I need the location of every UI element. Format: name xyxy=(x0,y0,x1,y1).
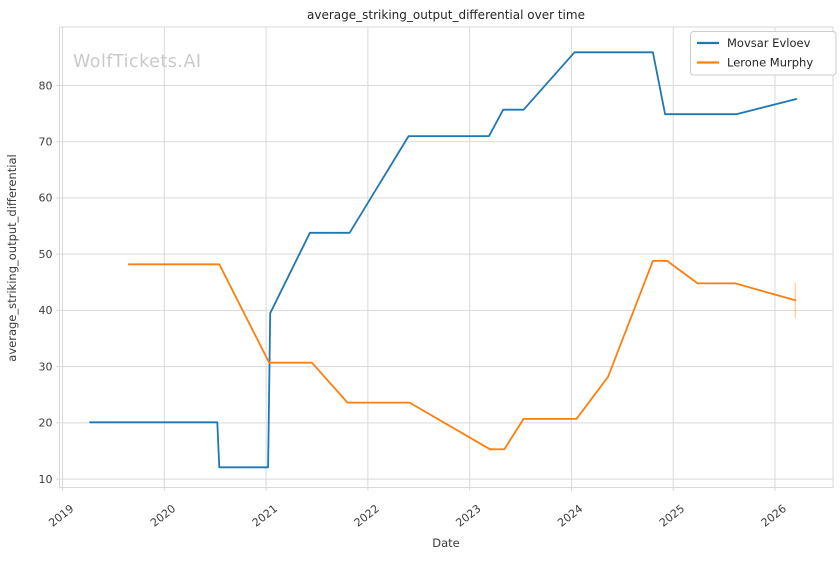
legend: Movsar Evloev Lerone Murphy xyxy=(690,31,837,76)
plot-border xyxy=(59,26,834,488)
legend-label-movsar-evloev: Movsar Evloev xyxy=(727,36,811,50)
tick-label-layer: 10 20 30 40 50 60 70 80 2019 2020 2021 2022 2023 2024… xyxy=(39,79,789,529)
legend-box xyxy=(690,31,837,76)
series-line-lerone-murphy xyxy=(127,259,797,451)
x-tick-label: 2026 xyxy=(759,502,789,529)
x-tick-label: 2022 xyxy=(352,502,382,529)
series-layer xyxy=(89,51,798,469)
y-tick-label: 30 xyxy=(39,360,53,373)
x-tick-label: 2020 xyxy=(148,502,178,529)
y-axis-label: average_striking_output_differential xyxy=(5,154,19,361)
series-line-movsar-evloev xyxy=(89,51,798,469)
x-tick-label: 2023 xyxy=(453,502,483,529)
watermark: WolfTickets.AI xyxy=(73,52,202,72)
chart-title: average_striking_output_differential ove… xyxy=(307,8,585,22)
x-tick-label: 2024 xyxy=(555,502,585,529)
x-axis-label: Date xyxy=(432,536,460,550)
legend-label-lerone-murphy: Lerone Murphy xyxy=(727,56,813,70)
y-tick-label: 20 xyxy=(39,417,53,430)
y-tick-label: 70 xyxy=(39,136,53,149)
x-tick-label: 2019 xyxy=(46,502,76,529)
x-tick-label: 2021 xyxy=(250,502,280,529)
y-tick-label: 40 xyxy=(39,304,53,317)
y-tick-label: 60 xyxy=(39,192,53,205)
y-tick-label: 80 xyxy=(39,79,53,92)
x-tick-label: 2025 xyxy=(657,502,687,529)
y-tick-label: 10 xyxy=(39,473,53,486)
y-tick-label: 50 xyxy=(39,248,53,261)
